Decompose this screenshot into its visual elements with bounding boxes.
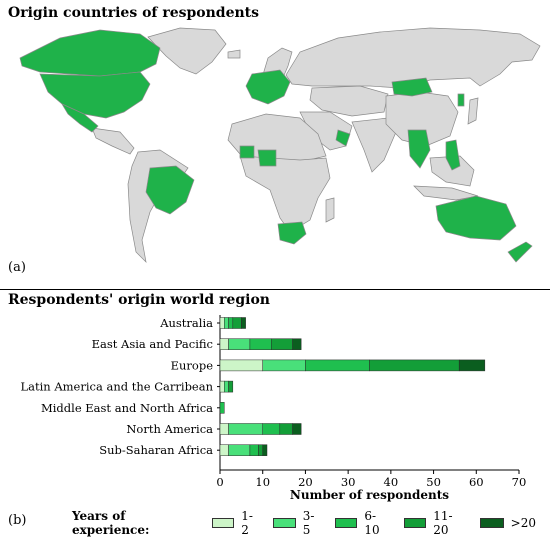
country-australia [435,195,517,241]
world-map [19,27,541,264]
country-oman [335,129,351,147]
country-taiwan [457,93,465,107]
country-iceland [227,49,241,59]
bar-segment [279,423,293,435]
x-tick-label: 60 [469,475,484,489]
x-tick-label: 40 [384,475,399,489]
bar-segment [305,359,370,372]
x-tick-label: 0 [216,475,223,489]
legend-swatch [403,518,427,528]
country-japan [467,97,479,125]
bar-segment [219,380,225,393]
legend-item-1-2: 1-2 [211,509,260,537]
chart-title: Respondents' origin world region [8,292,270,308]
bar-segment [249,338,272,350]
bar-segment [262,444,268,456]
country-central-asia [309,85,389,117]
bar-segment [228,423,263,435]
category-label: North America [126,422,213,436]
country-canada [19,29,161,77]
legend-label: >20 [510,516,536,530]
legend-item-6-10: 6-10 [334,509,390,537]
bar-segment [219,359,263,372]
legend-swatch [273,518,296,528]
bar-segment [224,317,229,329]
country-southeast-asia [429,155,475,187]
bar-segment [458,359,486,372]
legend-item-over-20: >20 [479,516,536,530]
x-tick-label: 10 [255,475,270,489]
country-madagascar [325,197,335,223]
country-nigeria [257,149,277,167]
bar-segment [228,444,251,456]
legend-swatch [211,518,235,528]
country-myanmar-thailand [407,129,431,169]
country-china [385,91,459,147]
bar-segment [271,338,293,350]
bar-segment [292,423,302,435]
country-usa [39,71,151,119]
country-western-europe [245,69,291,105]
legend-label: 3-5 [302,509,315,537]
bar-segment [292,338,302,350]
category-label: East Asia and Pacific [92,337,213,351]
legend-label: 11-20 [433,509,453,537]
x-tick-label: 30 [341,475,356,489]
bar-segment [219,444,229,456]
category-label: Australia [159,316,213,330]
bar-segment [369,359,460,372]
country-africa-central [239,155,331,233]
country-brazil [145,165,195,215]
bar-segment [219,423,229,435]
bar-segment [219,317,225,329]
legend-item-3-5: 3-5 [273,509,321,537]
category-label: Europe [171,358,214,372]
bar-segment [228,380,234,393]
bar-segment [262,423,281,435]
panel-label-a: (a) [8,260,26,275]
bar-segment [262,359,306,372]
category-label: Latin America and the Carribean [20,380,213,394]
bar-segment [258,444,263,456]
legend-title: Years of experience: [72,509,150,537]
x-tick-label: 70 [512,475,527,489]
country-greenland [147,27,227,75]
country-south-africa [277,221,307,245]
map-title: Origin countries of respondents [8,5,260,21]
x-tick-label: 50 [426,475,441,489]
bar-segment [249,444,259,456]
legend-label: 6-10 [364,509,380,537]
bar-segment [232,317,242,329]
x-tick-label: 20 [298,475,313,489]
bar-segment [224,380,229,393]
x-axis-title: Number of respondents [290,488,449,502]
bar-segment [228,338,251,350]
legend-label: 1-2 [241,509,253,537]
category-label: Sub-Saharan Africa [99,443,213,457]
country-mongolia [391,77,433,97]
bar-segment [228,317,234,329]
bar-segment [219,402,225,414]
category-label: Middle East and North Africa [41,401,213,415]
legend-swatch [334,518,358,528]
country-russia [285,27,541,89]
country-philippines [445,139,461,171]
country-central-america [91,127,135,155]
divider [0,289,550,290]
legend-item-11-20: 11-20 [403,509,466,537]
bar-segment [241,317,246,329]
legend-swatch [479,518,504,528]
country-mexico [61,103,99,133]
country-west-africa [239,145,255,159]
country-new-zealand [507,241,533,263]
panel-label-b: (b) [8,513,27,528]
legend: Years of experience: 1-2 3-5 6-10 11-20 … [72,509,550,537]
bar-segment [219,338,229,350]
